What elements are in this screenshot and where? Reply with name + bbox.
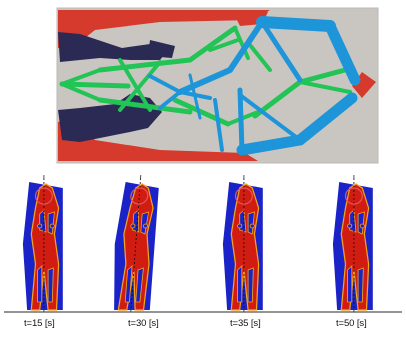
topology-layout-figure — [56, 7, 379, 164]
frame-label-4: t=50 [s] — [336, 318, 367, 329]
frame-label-3: t=35 [s] — [230, 318, 261, 329]
blue-material-members — [148, 16, 361, 156]
deformation-snapshots — [4, 174, 402, 313]
snapshot-4 — [332, 174, 374, 313]
frame-label-2: t=30 [s] — [128, 318, 159, 329]
snapshot-3 — [222, 174, 264, 313]
snapshot-2 — [109, 174, 161, 313]
frame-label-1: t=15 [s] — [24, 318, 55, 329]
snapshot-1 — [22, 174, 64, 313]
